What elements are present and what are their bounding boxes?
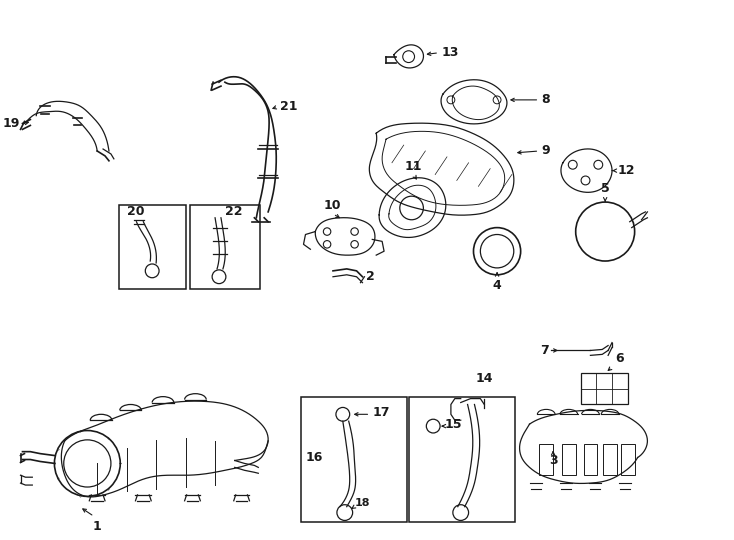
- Text: 19: 19: [2, 117, 20, 130]
- Bar: [409, 396, 515, 522]
- Text: 22: 22: [225, 205, 242, 218]
- Text: 10: 10: [323, 199, 341, 212]
- Text: 4: 4: [493, 279, 501, 292]
- Text: 16: 16: [305, 451, 323, 464]
- Bar: [539, 444, 553, 475]
- Bar: [584, 444, 597, 475]
- Text: 7: 7: [540, 344, 549, 357]
- Bar: [189, 205, 261, 288]
- Bar: [300, 396, 407, 522]
- Bar: [621, 444, 635, 475]
- Text: 1: 1: [92, 521, 101, 534]
- Text: 21: 21: [280, 100, 297, 113]
- Text: 14: 14: [476, 372, 493, 385]
- Text: 2: 2: [366, 270, 375, 284]
- Text: 17: 17: [372, 406, 390, 419]
- Text: 15: 15: [445, 417, 462, 430]
- Text: 5: 5: [601, 182, 609, 195]
- Bar: [562, 444, 575, 475]
- Text: 11: 11: [405, 160, 422, 173]
- Text: 18: 18: [355, 498, 370, 508]
- Bar: [603, 444, 617, 475]
- Text: 6: 6: [615, 352, 624, 365]
- Text: 8: 8: [541, 93, 550, 106]
- Text: 20: 20: [127, 205, 144, 218]
- Text: 3: 3: [549, 454, 557, 467]
- Text: 13: 13: [441, 46, 459, 59]
- Bar: [581, 373, 628, 404]
- Bar: [119, 205, 186, 288]
- Text: 12: 12: [618, 164, 636, 177]
- Text: 9: 9: [541, 145, 550, 158]
